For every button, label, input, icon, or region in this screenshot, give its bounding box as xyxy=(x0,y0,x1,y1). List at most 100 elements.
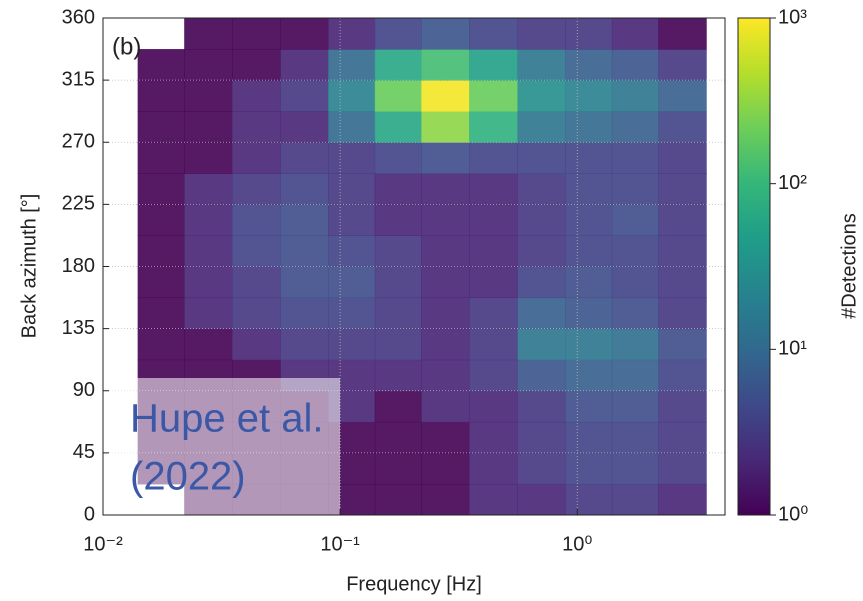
cell xyxy=(421,452,470,485)
cell xyxy=(565,142,613,174)
cell xyxy=(658,421,707,454)
cell xyxy=(517,142,566,174)
cell xyxy=(184,142,233,174)
cell xyxy=(328,297,376,330)
cell xyxy=(658,452,707,485)
x-tick-label: 10⁰ xyxy=(562,533,592,555)
colorbar-label: #Detections xyxy=(838,213,860,319)
y-tick-label: 0 xyxy=(84,503,95,525)
cell xyxy=(469,49,519,81)
overlay-text: (2022) xyxy=(130,455,246,499)
cell xyxy=(280,80,329,112)
cell xyxy=(565,235,613,267)
cell xyxy=(232,204,281,236)
cell xyxy=(517,235,566,267)
y-tick-label: 45 xyxy=(73,441,95,463)
cell xyxy=(517,359,566,392)
cell xyxy=(374,266,422,299)
cell xyxy=(184,328,233,361)
cell xyxy=(232,173,281,205)
cell xyxy=(611,328,659,361)
cell xyxy=(184,49,233,81)
cell xyxy=(328,173,376,205)
cell xyxy=(184,266,233,299)
cell xyxy=(184,111,233,143)
cell xyxy=(611,390,659,423)
cell xyxy=(565,80,613,112)
cell xyxy=(232,328,281,361)
cell xyxy=(374,173,422,205)
overlay-text: Hupe et al. xyxy=(130,397,323,441)
overlay-box xyxy=(103,378,340,515)
cell xyxy=(280,111,329,143)
cell xyxy=(280,142,329,174)
cell xyxy=(421,235,470,267)
cell xyxy=(658,80,707,112)
cell xyxy=(611,18,659,50)
cell xyxy=(658,328,707,361)
y-tick-label: 315 xyxy=(62,68,95,90)
cell xyxy=(328,111,376,143)
cell xyxy=(517,80,566,112)
cell xyxy=(469,142,519,174)
cell xyxy=(421,142,470,174)
cell xyxy=(658,359,707,392)
cell xyxy=(374,80,422,112)
cell xyxy=(517,390,566,423)
cell xyxy=(611,297,659,330)
cell xyxy=(565,49,613,81)
y-tick-label: 360 xyxy=(62,6,95,28)
cell xyxy=(328,328,376,361)
cell xyxy=(280,235,329,267)
cell xyxy=(421,18,470,50)
cell xyxy=(328,266,376,299)
cell xyxy=(658,235,707,267)
cell xyxy=(565,483,613,516)
cell xyxy=(232,142,281,174)
cell xyxy=(517,421,566,454)
cell xyxy=(658,266,707,299)
cell xyxy=(328,49,376,81)
cell xyxy=(421,266,470,299)
cell xyxy=(469,235,519,267)
cell xyxy=(658,18,707,50)
cell xyxy=(374,390,422,423)
cell xyxy=(565,452,613,485)
cell xyxy=(374,483,422,516)
cell xyxy=(611,452,659,485)
cell xyxy=(374,49,422,81)
cell xyxy=(469,328,519,361)
cell xyxy=(280,328,329,361)
cell xyxy=(184,297,233,330)
cell xyxy=(421,80,470,112)
colorbar-tick-label: 10⁰ xyxy=(778,503,808,525)
panel-label: (b) xyxy=(112,33,141,60)
cell xyxy=(658,204,707,236)
cell xyxy=(328,204,376,236)
cell xyxy=(517,49,566,81)
cell xyxy=(565,266,613,299)
x-tick-label: 10⁻¹ xyxy=(320,533,360,555)
cell xyxy=(374,204,422,236)
cell xyxy=(374,235,422,267)
cell xyxy=(137,266,185,299)
cell xyxy=(137,111,185,143)
y-tick-label: 135 xyxy=(62,317,95,339)
cell xyxy=(469,18,519,50)
cell xyxy=(138,18,185,50)
cell xyxy=(232,111,281,143)
cell xyxy=(658,49,707,81)
cell xyxy=(469,390,519,423)
cell xyxy=(280,266,329,299)
cell xyxy=(611,142,659,174)
cell xyxy=(611,204,659,236)
cell xyxy=(374,452,422,485)
cell xyxy=(517,452,566,485)
cell xyxy=(374,359,422,392)
cell xyxy=(517,297,566,330)
cell xyxy=(611,483,659,516)
cell xyxy=(421,297,470,330)
cell xyxy=(421,111,470,143)
cell xyxy=(469,421,519,454)
